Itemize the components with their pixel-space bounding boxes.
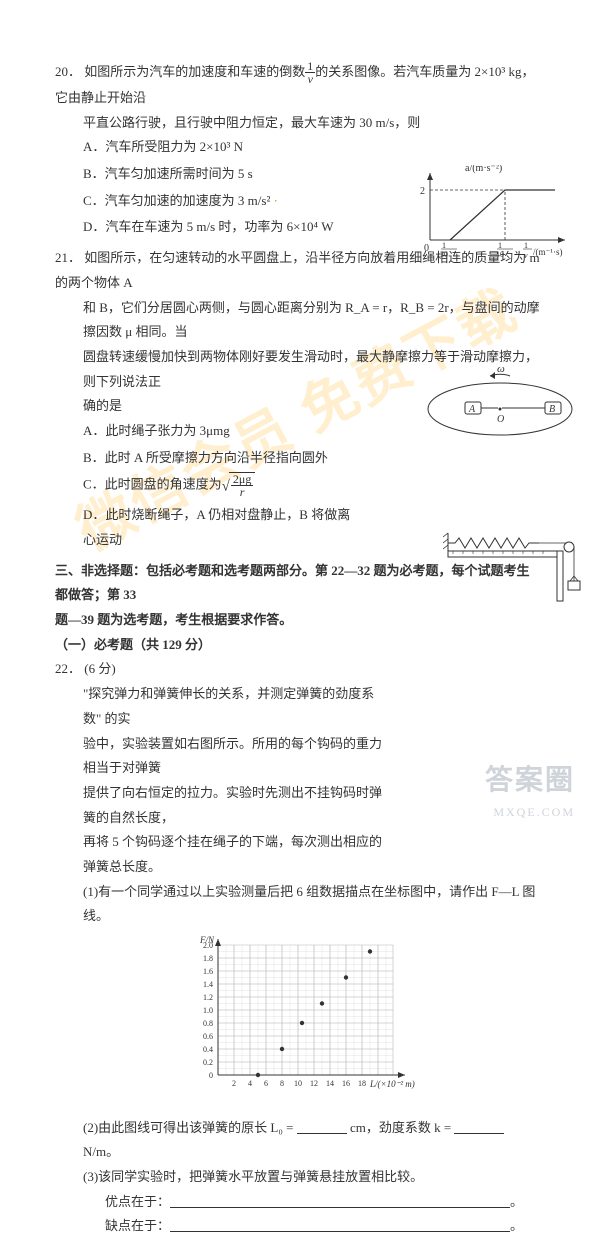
q20-opt-a: A．汽车所受阻力为 2×10³ N (83, 135, 363, 160)
q22-line3: 提供了向右恒定的拉力。实验时先测出不挂钩码时弹簧的自然长度， (83, 781, 383, 830)
q22-p2: (2)由此图线可得出该弹簧的原长 L₀ = cm，劲度系数 k = N/m。 (83, 1116, 540, 1165)
svg-text:0.8: 0.8 (203, 1019, 213, 1028)
q22-line4: 再将 5 个钩码逐个挂在绳子的下端，每次测出相应的弹簧总长度。 (83, 830, 383, 879)
q21-opt-a: A．此时绳子张力为 3μmg (83, 419, 363, 444)
q22-line1: "探究弹力和弹簧伸长的关系，并测定弹簧的劲度系数" 的实 (83, 682, 383, 731)
svg-text:2: 2 (420, 186, 425, 197)
blank-disadv (170, 1217, 510, 1232)
q22-line2: 验中，实验装置如右图所示。所用的每个钩码的重力相当于对弹簧 (83, 732, 383, 781)
svg-text:/(m⁻¹·s): /(m⁻¹·s) (533, 247, 562, 257)
q21-diagram: ω O A B (415, 362, 580, 442)
svg-text:2.0: 2.0 (203, 941, 213, 950)
q20-opt-d: D．汽车在车速为 5 m/s 时，功率为 6×10⁴ W (83, 215, 363, 240)
svg-text:0: 0 (209, 1071, 213, 1080)
svg-text:30: 30 (440, 250, 448, 259)
svg-text:0.4: 0.4 (203, 1045, 213, 1054)
q22-p3: (3)该同学实验时，把弹簧水平放置与弹簧悬挂放置相比较。 (83, 1165, 540, 1190)
q22-apparatus (443, 523, 593, 613)
q21-opt-c: C．此时圆盘的角速度为√2μgr (83, 472, 363, 501)
svg-text:18: 18 (358, 1079, 366, 1088)
q20-opt-c: C．汽车匀加速的加速度为 3 m/s² · (83, 189, 363, 214)
q20-chart: a/(m·s⁻²) 2 0 1 30 1 10 1 v /(m⁻¹·s) (410, 165, 575, 260)
svg-text:10: 10 (294, 1079, 302, 1088)
svg-text:0.2: 0.2 (203, 1058, 213, 1067)
svg-text:1: 1 (442, 241, 446, 250)
svg-text:14: 14 (326, 1079, 334, 1088)
q22-p3a: 优点在于：。 (105, 1190, 540, 1215)
q20-frac-d: v (305, 73, 315, 86)
svg-text:a/(m·s⁻²): a/(m·s⁻²) (465, 165, 502, 174)
blank-k (454, 1119, 504, 1134)
q21-opt-d: D．此时烧断绳子，A 仍相对盘静止，B 将做离心运动 (83, 503, 363, 552)
svg-text:1.6: 1.6 (203, 967, 213, 976)
q20-line1a: 如图所示为汽车的加速度和车速的倒数 (84, 64, 305, 79)
q22-points: (6 分) (84, 661, 115, 676)
q22-number: 22． (55, 661, 81, 676)
svg-text:1.2: 1.2 (203, 993, 213, 1002)
svg-text:1.8: 1.8 (203, 954, 213, 963)
svg-text:ω: ω (497, 363, 505, 375)
q21-line2: 和 B，它们分居圆心两侧，与圆心距离分别为 R_A = r，R_B = 2r，与… (83, 296, 540, 345)
q21c-frac-d: r (231, 486, 253, 499)
q22-p3b: 缺点在于：。 (105, 1214, 540, 1239)
svg-text:8: 8 (280, 1079, 284, 1088)
svg-text:B: B (549, 404, 555, 415)
q21-opt-b: B．此时 A 所受摩擦力方向沿半径指向圆外 (83, 446, 363, 471)
q22-p1: (1)有一个同学通过以上实验测量后把 6 组数据描点在坐标图中，请作出 F—L … (83, 880, 540, 929)
svg-text:1.0: 1.0 (203, 1006, 213, 1015)
svg-text:0: 0 (424, 243, 429, 254)
q22-plot: F/N L/(×10⁻² m) 0 0.2 0.4 0.6 0.8 1.0 1.… (55, 935, 540, 1114)
question-22: 22． (6 分) "探究弹力和弹簧伸长的关系，并测定弹簧的劲度系数" 的实 验… (55, 657, 540, 1239)
q21-number: 21． (55, 250, 81, 265)
svg-text:16: 16 (342, 1079, 350, 1088)
svg-text:1: 1 (524, 241, 528, 250)
q20-line2: 平直公路行驶，且行驶中阻力恒定，最大车速为 30 m/s，则 (83, 111, 540, 136)
svg-text:2: 2 (232, 1079, 236, 1088)
svg-text:12: 12 (310, 1079, 318, 1088)
svg-text:1.4: 1.4 (203, 980, 213, 989)
subsection-heading: （一）必考题（共 129 分） (55, 633, 540, 658)
svg-text:A: A (468, 404, 476, 415)
svg-text:4: 4 (248, 1079, 252, 1088)
blank-adv (170, 1193, 510, 1208)
svg-text:6: 6 (264, 1079, 268, 1088)
q20-number: 20． (55, 64, 81, 79)
svg-text:L/(×10⁻² m): L/(×10⁻² m) (369, 1079, 415, 1089)
svg-text:10: 10 (496, 250, 504, 259)
svg-text:1: 1 (498, 241, 502, 250)
svg-text:v: v (524, 251, 528, 260)
q20-opt-b: B．汽车匀加速所需时间为 5 s (83, 162, 363, 187)
svg-text:0.6: 0.6 (203, 1032, 213, 1041)
blank-l0 (297, 1119, 347, 1134)
svg-text:O: O (497, 414, 504, 425)
